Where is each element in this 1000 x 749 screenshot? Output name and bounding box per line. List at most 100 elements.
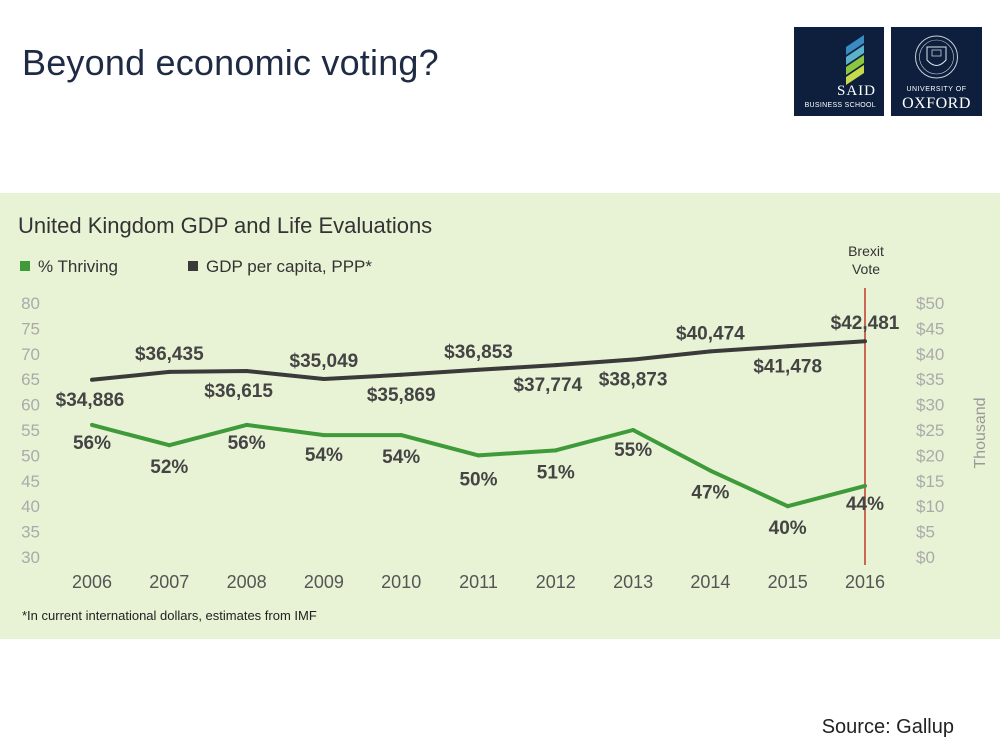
thriving-point-2006 (90, 422, 94, 427)
gdp-label-2011: $36,853 (444, 342, 513, 363)
thriving-label-2008: 56% (228, 433, 266, 454)
right-axis-label: Thousand (972, 397, 989, 468)
thriving-label-2013: 55% (614, 440, 652, 461)
right-axis-tick-2: $10 (916, 497, 944, 516)
thriving-label-2009: 54% (305, 445, 343, 466)
right-axis-tick-5: $25 (916, 421, 944, 440)
x-axis-tick-2008: 2008 (227, 572, 267, 592)
thriving-point-2008 (244, 422, 249, 427)
gdp-label-2015: $41,478 (753, 356, 822, 377)
gdp-label-2014: $40,474 (676, 323, 745, 344)
x-axis-tick-2006: 2006 (72, 572, 112, 592)
university-of-oxford-logo: UNIVERSITY OF OXFORD (891, 27, 982, 116)
gdp-point-2006 (90, 377, 94, 382)
thriving-label-2012: 51% (537, 462, 575, 483)
right-axis-tick-8: $40 (916, 345, 944, 364)
gdp-label-2007: $36,435 (135, 344, 204, 365)
said-wordmark: SAID (836, 83, 876, 99)
x-axis-tick-2011: 2011 (459, 572, 498, 592)
said-subtitle: BUSINESS SCHOOL (804, 102, 876, 109)
left-axis-tick-70: 70 (21, 345, 40, 364)
left-axis-tick-55: 55 (21, 421, 40, 440)
thriving-point-2012 (553, 448, 558, 453)
legend-swatch-gdp (188, 261, 198, 271)
oxford-wordmark: OXFORD (902, 95, 971, 112)
x-axis-tick-2009: 2009 (304, 572, 344, 592)
gdp-label-2016: $42,481 (831, 313, 900, 334)
gdp-point-2013 (631, 357, 636, 362)
gdp-label-2006: $34,886 (56, 390, 125, 411)
left-axis-tick-75: 75 (21, 319, 40, 338)
gdp-label-2012: $37,774 (513, 375, 582, 396)
x-axis-tick-2015: 2015 (768, 572, 808, 592)
gdp-label-2009: $35,049 (290, 351, 359, 372)
gdp-point-2014 (708, 349, 713, 354)
thriving-label-2010: 54% (382, 447, 420, 468)
thriving-label-2007: 52% (150, 457, 188, 478)
right-axis-tick-1: $5 (916, 523, 935, 542)
legend: % Thriving GDP per capita, PPP* (20, 257, 372, 276)
x-axis-tick-2013: 2013 (613, 572, 653, 592)
gdp-point-2009 (321, 376, 326, 381)
slide-title: Beyond economic voting? (22, 42, 439, 83)
gdp-point-2007 (167, 369, 172, 374)
thriving-series-line (91, 422, 866, 509)
left-axis-tick-40: 40 (21, 497, 40, 516)
thriving-label-2006: 56% (73, 433, 111, 454)
thriving-point-2015 (785, 504, 790, 509)
left-axis-tick-45: 45 (21, 472, 40, 491)
thriving-point-2016 (863, 483, 867, 488)
thriving-point-2014 (708, 468, 713, 473)
brexit-label-line2: Vote (852, 261, 880, 277)
brexit-label-line1: Brexit (848, 243, 884, 259)
thriving-point-2010 (399, 433, 404, 438)
gdp-label-2008: $36,615 (204, 381, 273, 402)
right-axis-tick-10: $50 (916, 294, 944, 313)
chart-footnote: *In current international dollars, estim… (22, 608, 317, 623)
said-stripes-icon (846, 35, 864, 85)
thriving-label-2014: 47% (691, 483, 729, 504)
gdp-life-evaluations-chart: United Kingdom GDP and Life Evaluations … (18, 213, 989, 623)
gdp-point-2010 (399, 372, 404, 377)
legend-swatch-thriving (20, 261, 30, 271)
x-axis-tick-2016: 2016 (845, 572, 885, 592)
right-axis-tick-4: $20 (916, 446, 944, 465)
x-axis-tick-2012: 2012 (536, 572, 576, 592)
gdp-point-2012 (553, 363, 558, 368)
right-axis-tick-3: $15 (916, 472, 944, 491)
gdp-label-2010: $35,869 (367, 385, 436, 406)
left-axis-tick-50: 50 (21, 446, 40, 465)
chart-title: United Kingdom GDP and Life Evaluations (18, 213, 432, 238)
right-axis-tick-0: $0 (916, 548, 935, 567)
oxford-crest-icon (915, 35, 958, 79)
x-axis-tick-2014: 2014 (690, 572, 730, 592)
gdp-point-2016 (863, 339, 867, 344)
chart-panel (0, 193, 1000, 639)
gdp-point-2011 (476, 367, 481, 372)
thriving-point-2011 (476, 453, 481, 458)
right-axis-tick-9: $45 (916, 319, 944, 338)
left-axis-tick-35: 35 (21, 523, 40, 542)
x-axis-tick-2010: 2010 (381, 572, 421, 592)
thriving-point-2007 (167, 443, 172, 448)
thriving-label-2015: 40% (769, 518, 807, 539)
said-business-school-logo: SAID BUSINESS SCHOOL (794, 27, 884, 116)
legend-label-gdp: GDP per capita, PPP* (206, 257, 372, 276)
left-axis-tick-30: 30 (21, 548, 40, 567)
gdp-label-2013: $38,873 (599, 370, 668, 391)
left-axis-tick-80: 80 (21, 294, 40, 313)
thriving-point-2009 (321, 433, 326, 438)
right-axis-tick-7: $35 (916, 370, 944, 389)
gdp-point-2015 (785, 344, 790, 349)
left-axis-tick-65: 65 (21, 370, 40, 389)
thriving-label-2011: 50% (459, 469, 497, 490)
left-axis-tick-60: 60 (21, 396, 40, 415)
source-text: Source: Gallup (821, 716, 954, 738)
thriving-point-2013 (631, 428, 636, 432)
gdp-point-2008 (244, 368, 249, 373)
legend-label-thriving: % Thriving (38, 257, 118, 276)
x-axis-tick-2007: 2007 (149, 572, 189, 592)
oxford-university-of-label: UNIVERSITY OF (906, 86, 967, 93)
right-axis-tick-6: $30 (916, 396, 944, 415)
thriving-label-2016: 44% (846, 494, 884, 515)
